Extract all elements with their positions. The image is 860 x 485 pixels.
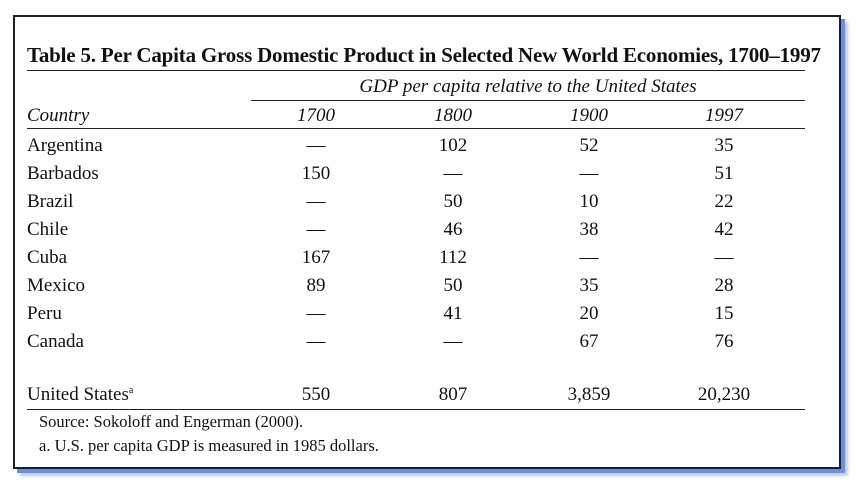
value-cell-1900: —	[579, 247, 599, 268]
us-value-1800: 807	[438, 384, 468, 405]
column-header-country: Country	[27, 105, 90, 126]
country-cell: Argentina	[27, 135, 103, 156]
footnote: a. U.S. per capita GDP is measured in 19…	[39, 436, 379, 455]
country-cell: Barbados	[27, 163, 99, 184]
value-cell-1997: 15	[714, 303, 734, 324]
value-cell-1700: 167	[301, 247, 331, 268]
us-value-1900: 3,859	[567, 384, 611, 405]
value-cell-1800: 102	[438, 135, 468, 156]
us-value-1700: 550	[301, 384, 331, 405]
value-cell-1700: —	[306, 191, 326, 212]
value-cell-1700: —	[306, 135, 326, 156]
value-cell-1700: —	[306, 219, 326, 240]
value-cell-1800: 41	[443, 303, 463, 324]
value-cell-1800: 46	[443, 219, 463, 240]
column-header-1800: 1800	[434, 105, 472, 126]
value-cell-1900: 20	[579, 303, 599, 324]
source-note: Source: Sokoloff and Engerman (2000).	[39, 412, 304, 431]
country-cell: Peru	[27, 303, 62, 324]
super-header-rule	[251, 100, 805, 101]
value-cell-1997: 22	[714, 191, 734, 212]
column-header-1900: 1900	[570, 105, 608, 126]
table-frame: Table 5. Per Capita Gross Domestic Produ…	[13, 15, 841, 469]
country-cell: Mexico	[27, 275, 86, 296]
value-cell-1900: —	[579, 163, 599, 184]
value-cell-1900: 52	[579, 135, 599, 156]
value-cell-1800: —	[443, 163, 463, 184]
value-cell-1800: 50	[443, 275, 463, 296]
value-cell-1997: —	[714, 247, 734, 268]
value-cell-1900: 10	[579, 191, 599, 212]
us-country-cell: United Statesa	[27, 382, 133, 408]
title-rule	[27, 70, 805, 71]
country-cell: Cuba	[27, 247, 68, 268]
value-cell-1700: —	[306, 331, 326, 352]
table-title: Table 5. Per Capita Gross Domestic Produ…	[27, 43, 821, 67]
us-country-label: United States	[27, 384, 129, 405]
header-rule	[27, 128, 805, 129]
value-cell-1997: 51	[714, 163, 734, 184]
footnote-marker: a	[128, 385, 134, 396]
country-cell: Chile	[27, 219, 69, 240]
country-cell: Canada	[27, 331, 84, 352]
value-cell-1700: 89	[306, 275, 326, 296]
value-cell-1900: 38	[579, 219, 599, 240]
value-cell-1800: 112	[439, 247, 467, 268]
value-cell-1997: 35	[714, 135, 734, 156]
column-header-1700: 1700	[297, 105, 335, 126]
country-cell: Brazil	[27, 191, 74, 212]
super-header: GDP per capita relative to the United St…	[359, 76, 697, 97]
value-cell-1800: 50	[443, 191, 463, 212]
value-cell-1700: —	[306, 303, 326, 324]
value-cell-1997: 76	[714, 331, 734, 352]
value-cell-1997: 28	[714, 275, 734, 296]
column-header-1997: 1997	[705, 105, 743, 126]
us-value-1997: 20,230	[697, 384, 751, 405]
bottom-rule	[27, 409, 805, 410]
value-cell-1900: 67	[579, 331, 599, 352]
value-cell-1900: 35	[579, 275, 599, 296]
value-cell-1997: 42	[714, 219, 734, 240]
value-cell-1700: 150	[301, 163, 331, 184]
value-cell-1800: —	[443, 331, 463, 352]
